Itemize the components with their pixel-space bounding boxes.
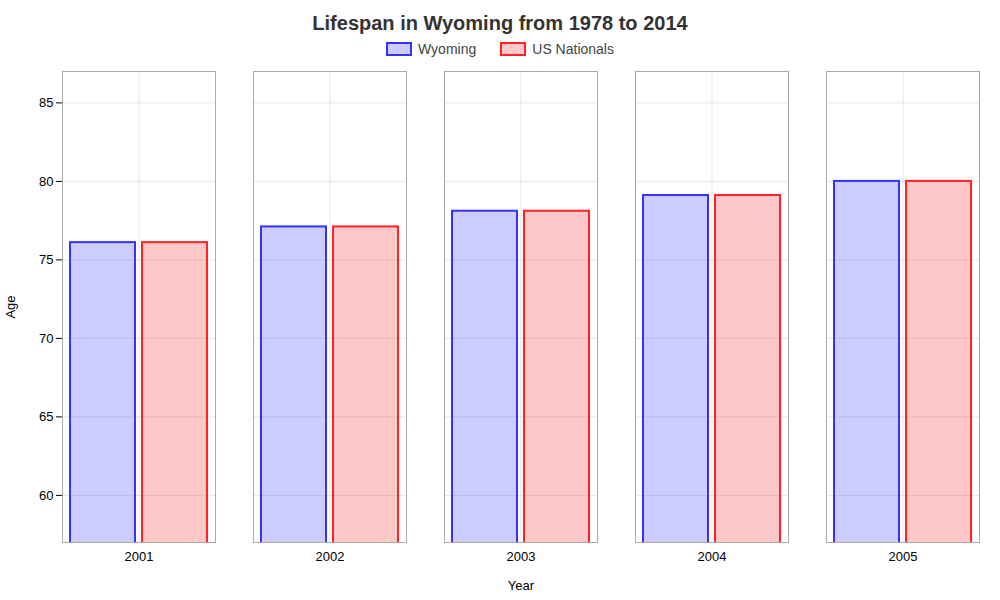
- svg-text:80: 80: [39, 174, 53, 189]
- svg-text:70: 70: [39, 331, 53, 346]
- svg-text:Age: Age: [3, 295, 18, 318]
- svg-text:2005: 2005: [889, 549, 918, 564]
- svg-text:Year: Year: [508, 578, 535, 593]
- svg-text:2004: 2004: [698, 549, 727, 564]
- svg-text:2001: 2001: [125, 549, 154, 564]
- svg-text:2002: 2002: [316, 549, 345, 564]
- html-text:Wyoming: Wyoming: [418, 41, 477, 57]
- svg-text:85: 85: [39, 95, 53, 110]
- svg-text:2003: 2003: [507, 549, 536, 564]
- svg-text:75: 75: [39, 252, 53, 267]
- html-text:Lifespan in Wyoming from 1978: Lifespan in Wyoming from 1978 to 2014: [312, 12, 688, 34]
- svg-text:60: 60: [39, 488, 53, 503]
- svg-text:65: 65: [39, 409, 53, 424]
- html-text:US Nationals: US Nationals: [532, 41, 614, 57]
